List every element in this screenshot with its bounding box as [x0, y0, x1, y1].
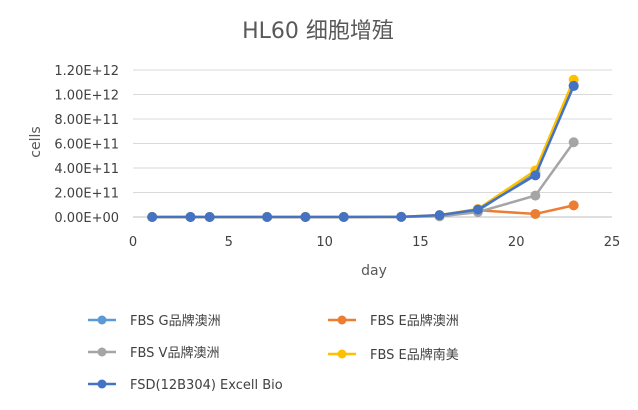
x-tick-label: 0 — [129, 235, 137, 250]
series-3 — [147, 137, 579, 222]
legend-label: FBS E品牌澳洲 — [370, 313, 459, 329]
legend-item: FBS G品牌澳洲 — [88, 313, 221, 329]
y-axis-label: cells — [28, 126, 44, 157]
data-point — [530, 190, 541, 201]
data-point — [530, 170, 541, 181]
legend-label: FBS V品牌澳洲 — [130, 345, 219, 361]
data-point — [147, 212, 158, 222]
x-tick-label: 15 — [412, 235, 429, 250]
data-point — [568, 200, 579, 211]
series-line — [152, 141, 575, 219]
axes: 0.00E+00 2.00E+11 4.00E+11 6.00E+11 8.00E+11… — [54, 64, 620, 250]
data-point — [300, 212, 311, 222]
data-point — [262, 212, 273, 222]
data-point — [185, 212, 196, 222]
legend-item: FBS E品牌南美 — [328, 347, 459, 363]
legend-label: FSD(12B304) Excell Bio — [130, 378, 283, 393]
data-point — [204, 212, 215, 222]
data-point — [396, 211, 407, 222]
legend-marker — [337, 349, 347, 359]
x-tick-label: 20 — [508, 235, 525, 250]
legend-marker — [337, 315, 347, 325]
data-point — [568, 80, 579, 91]
series-4 — [147, 74, 579, 222]
series-line — [152, 85, 575, 219]
series-1 — [147, 80, 579, 222]
legend: FBS G品牌澳洲 FBS E品牌澳洲 FBS V品牌澳洲 FBS E品牌南美 FSD(… — [88, 313, 459, 393]
legend-item: FBS E品牌澳洲 — [328, 313, 459, 329]
x-axis-label: day — [361, 263, 387, 279]
data-point — [434, 210, 445, 221]
data-point — [338, 212, 349, 222]
legend-marker — [97, 347, 107, 357]
y-tick-label: 6.00E+11 — [54, 138, 119, 153]
data-point — [530, 208, 541, 219]
legend-marker — [97, 379, 107, 389]
series-line — [152, 85, 575, 219]
legend-item: FSD(12B304) Excell Bio — [88, 378, 283, 393]
legend-item: FBS V品牌澳洲 — [88, 345, 219, 361]
y-tick-label: 4.00E+11 — [54, 162, 119, 177]
x-tick-label: 25 — [604, 235, 621, 250]
x-tick-label: 5 — [225, 235, 233, 250]
legend-label: FBS G品牌澳洲 — [130, 313, 221, 329]
legend-label: FBS E品牌南美 — [370, 347, 459, 363]
legend-marker — [97, 315, 107, 325]
series-line — [152, 204, 574, 219]
y-tick-label: 0.00E+00 — [54, 211, 119, 226]
y-tick-label: 2.00E+11 — [54, 187, 119, 202]
chart-title: HL60 细胞增殖 — [242, 19, 394, 44]
data-point — [472, 204, 483, 215]
series-5 — [147, 80, 579, 222]
y-tick-label: 1.00E+12 — [54, 89, 119, 104]
x-tick-label: 10 — [316, 235, 333, 250]
y-tick-label: 1.20E+12 — [54, 64, 119, 79]
y-tick-label: 8.00E+11 — [54, 113, 119, 128]
series-line — [152, 79, 575, 219]
data-point — [568, 137, 579, 148]
series-layer — [147, 74, 579, 222]
